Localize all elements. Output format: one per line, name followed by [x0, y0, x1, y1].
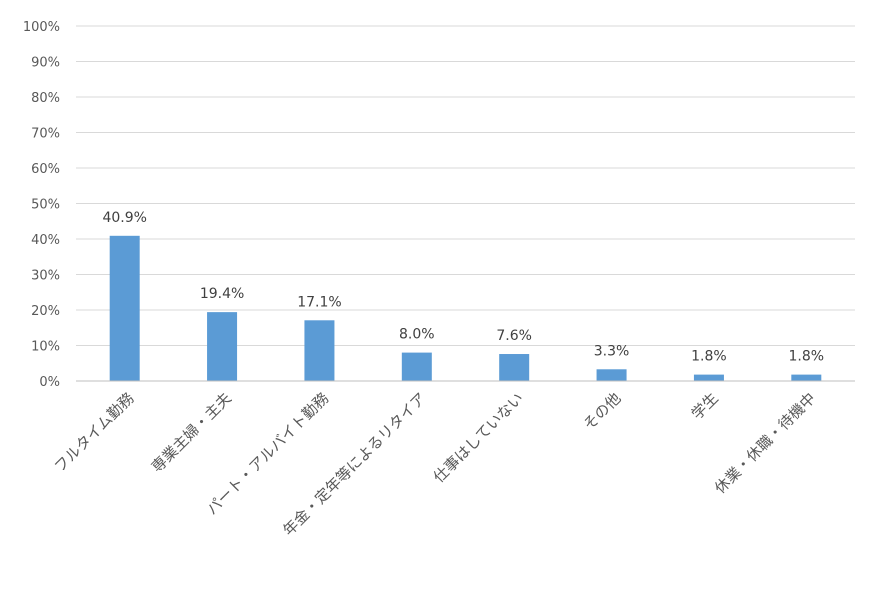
y-tick-label-10: 10% — [31, 340, 60, 355]
y-tick-label-60: 60% — [31, 162, 60, 177]
y-tick-label-40: 40% — [31, 233, 60, 248]
y-tick-label-80: 80% — [31, 91, 60, 106]
bar-2 — [207, 312, 238, 381]
data-label-8: 1.8% — [789, 349, 825, 365]
bar-7 — [693, 374, 724, 381]
bar-4 — [401, 352, 432, 381]
y-tick-label-100: 100% — [23, 20, 60, 35]
bar-6 — [596, 369, 627, 381]
data-label-3: 17.1% — [297, 294, 341, 310]
data-label-4: 8.0% — [399, 327, 435, 343]
bar-1 — [109, 235, 140, 381]
gridlines — [76, 25, 855, 382]
y-tick-label-20: 20% — [31, 304, 60, 319]
y-tick-label-30: 30% — [31, 269, 60, 284]
category-label-8: 休業・休職・待機中 — [711, 389, 819, 497]
data-label-1: 40.9% — [102, 210, 146, 226]
category-label-6: その他 — [580, 389, 625, 434]
category-label-7: 学生 — [688, 389, 722, 423]
data-label-2: 19.4% — [200, 286, 244, 302]
category-label-2: 専業主婦・主夫 — [148, 389, 235, 476]
data-label-7: 1.8% — [691, 349, 727, 365]
y-tick-label-90: 90% — [31, 56, 60, 71]
category-label-5: 仕事はしていない — [430, 389, 527, 486]
y-axis-tick-labels: 0% 10% 20% 30% 40% 50% 60% 70% 80% 90% 100% — [23, 20, 60, 390]
category-label-1: フルタイム勤務 — [51, 389, 138, 476]
y-tick-label-0: 0% — [39, 375, 60, 390]
bar-8 — [791, 374, 822, 381]
bars — [109, 235, 822, 381]
bar-3 — [304, 320, 335, 381]
y-tick-label-50: 50% — [31, 198, 60, 213]
data-label-5: 7.6% — [496, 328, 532, 344]
bar-5 — [499, 354, 530, 381]
data-labels: 40.9% 19.4% 17.1% 8.0% 7.6% 3.3% 1.8% 1.8% — [102, 210, 824, 365]
data-label-6: 3.3% — [594, 343, 630, 359]
y-tick-label-70: 70% — [31, 127, 60, 142]
